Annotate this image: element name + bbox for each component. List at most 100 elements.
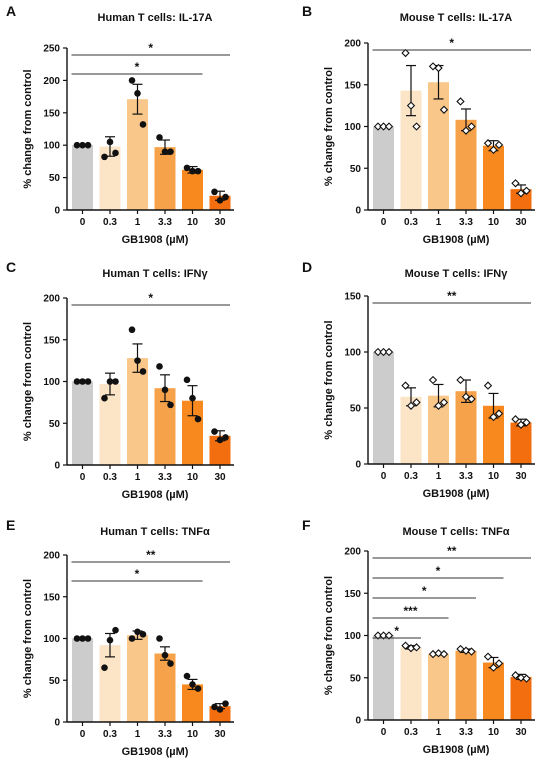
data-point <box>494 140 504 150</box>
data-point <box>434 649 443 658</box>
x-tick-label: 1 <box>436 217 442 228</box>
x-tick-label: 30 <box>515 471 527 482</box>
data-point <box>373 631 383 640</box>
x-tick-label: 1 <box>436 727 442 738</box>
data-point <box>434 63 443 73</box>
data-point <box>79 141 86 149</box>
data-point <box>211 428 218 435</box>
bar-0.3 <box>99 645 121 722</box>
significance-label: * <box>422 584 427 598</box>
data-point <box>73 635 81 642</box>
y-tick-label: 200 <box>344 39 361 50</box>
data-point <box>461 392 471 401</box>
x-tick-label: 1 <box>135 472 141 483</box>
chart-title: Human T cells: IL-17A <box>98 12 213 24</box>
panel-d: D Mouse T cells: IFNγ % change from contro… <box>302 259 535 500</box>
x-axis-label: GB1908 (µM) <box>122 489 189 501</box>
data-point <box>439 105 449 114</box>
panel-c: C Human T cells: IFNγ % change from contro… <box>6 259 234 501</box>
data-point <box>401 381 410 390</box>
chart-title: Human T cells: IFNγ <box>102 268 208 280</box>
data-point <box>379 347 388 357</box>
data-point <box>161 651 169 659</box>
data-point <box>194 167 202 175</box>
data-point <box>112 149 119 157</box>
data-point <box>79 378 86 385</box>
y-tick-label: 0 <box>54 461 60 472</box>
bar-3.3 <box>455 650 477 720</box>
data-point <box>84 378 92 385</box>
y-tick-label: 50 <box>350 164 362 175</box>
y-tick-label: 150 <box>344 80 361 91</box>
bar-30 <box>510 422 532 464</box>
data-point <box>522 418 531 427</box>
data-point <box>406 101 416 110</box>
bar-0 <box>72 381 93 465</box>
x-tick-label: 3.3 <box>158 472 172 483</box>
data-point <box>412 643 421 652</box>
x-tick-label: 0.3 <box>404 727 418 738</box>
data-point <box>216 196 224 204</box>
data-point <box>139 368 147 375</box>
data-point <box>106 636 114 644</box>
data-point <box>84 141 92 149</box>
x-tick-label: 0 <box>381 471 387 482</box>
y-tick-label: 50 <box>350 673 362 684</box>
y-tick-label: 0 <box>355 716 361 727</box>
significance-label: * <box>394 624 399 638</box>
data-point <box>101 394 108 402</box>
data-point <box>494 659 504 668</box>
data-point <box>101 153 108 161</box>
data-point <box>428 375 438 385</box>
data-point <box>373 347 383 357</box>
data-point <box>139 631 147 638</box>
data-point <box>412 122 421 131</box>
x-tick-label: 10 <box>187 729 199 740</box>
bar-10 <box>182 684 203 722</box>
data-point <box>194 685 202 692</box>
data-point <box>516 189 526 198</box>
data-point <box>161 386 169 394</box>
data-point <box>379 122 388 131</box>
x-axis-label: GB1908 (µM) <box>122 746 189 758</box>
x-tick-label: 10 <box>488 727 500 738</box>
x-tick-label: 0 <box>80 729 86 740</box>
x-tick-label: 0.3 <box>103 472 117 483</box>
y-tick-label: 50 <box>49 419 61 430</box>
data-point <box>467 394 476 404</box>
x-tick-label: 3.3 <box>459 727 473 738</box>
data-point <box>134 90 141 97</box>
data-point <box>401 48 410 58</box>
data-point <box>461 646 471 655</box>
data-point <box>216 436 224 444</box>
panel-b: B Mouse T cells: IL-17A % change from cont… <box>302 3 535 246</box>
x-tick-label: 30 <box>214 472 226 483</box>
y-tick-label: 100 <box>43 141 60 152</box>
data-point <box>79 635 86 642</box>
data-point <box>161 148 169 155</box>
chart-title: Mouse T cells: IFNγ <box>405 268 509 280</box>
data-point <box>494 409 504 418</box>
x-tick-label: 10 <box>488 471 500 482</box>
data-point <box>489 145 498 155</box>
y-tick-label: 50 <box>49 173 61 184</box>
bar-30 <box>209 435 231 465</box>
data-point <box>128 326 136 334</box>
data-point <box>401 641 410 650</box>
x-tick-label: 1 <box>135 217 141 228</box>
data-point <box>128 77 136 84</box>
data-point <box>384 631 394 640</box>
significance-label: ** <box>447 544 457 558</box>
x-tick-label: 10 <box>187 217 199 228</box>
data-point <box>467 122 476 131</box>
data-point <box>189 167 196 175</box>
y-tick-label: 200 <box>43 551 60 562</box>
y-axis-label: % change from control <box>323 320 335 439</box>
y-tick-label: 100 <box>344 631 361 642</box>
data-point <box>112 378 119 385</box>
data-point <box>467 647 476 656</box>
data-point <box>139 121 147 128</box>
data-point <box>384 122 394 131</box>
significance-label: * <box>436 564 441 578</box>
data-point <box>183 164 191 172</box>
